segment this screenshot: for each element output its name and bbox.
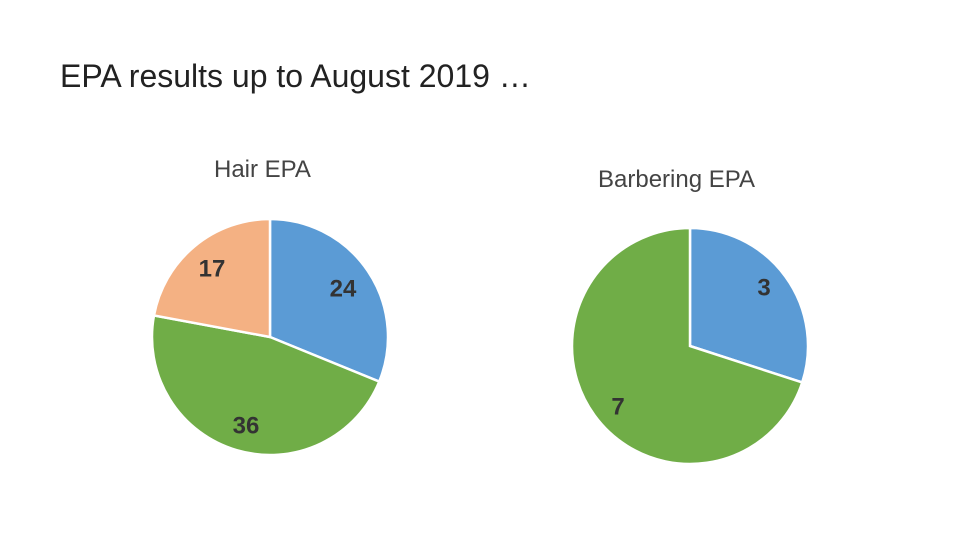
barbering-data-label-1: 7 xyxy=(611,393,624,420)
hair-data-label-2: 17 xyxy=(199,255,226,282)
barbering-data-label-0: 3 xyxy=(757,274,770,301)
hair-data-label-1: 36 xyxy=(233,412,260,439)
barbering-pie: 37 xyxy=(570,226,810,466)
hair-pie: 24 36 17 xyxy=(150,217,390,457)
hair-slice-2 xyxy=(152,217,272,339)
hair-epa-chart-title: Hair EPA xyxy=(214,156,311,183)
hair-slice-1 xyxy=(150,313,381,457)
hair-slice-0 xyxy=(268,217,390,384)
barbering-slice-1 xyxy=(570,226,804,466)
hair-data-label-0: 24 xyxy=(330,275,357,302)
page-title: EPA results up to August 2019 … xyxy=(60,58,531,94)
barbering-slice-0 xyxy=(688,226,810,385)
barbering-epa-chart-title: Barbering EPA xyxy=(598,166,755,193)
